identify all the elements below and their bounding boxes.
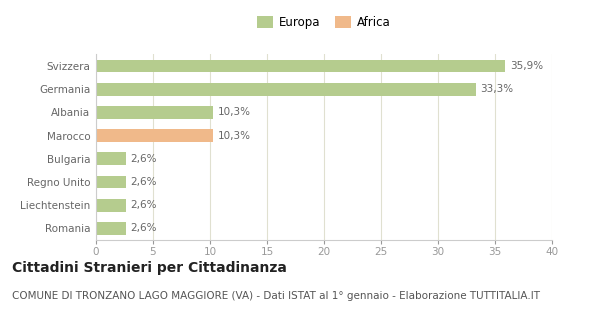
- Bar: [96, 176, 125, 188]
- Text: 2,6%: 2,6%: [130, 154, 157, 164]
- Legend: Europa, Africa: Europa, Africa: [252, 11, 396, 34]
- Text: 10,3%: 10,3%: [218, 131, 251, 140]
- Bar: [96, 60, 505, 72]
- Bar: [96, 199, 125, 212]
- Text: 35,9%: 35,9%: [510, 61, 543, 71]
- Text: 10,3%: 10,3%: [218, 108, 251, 117]
- Text: Cittadini Stranieri per Cittadinanza: Cittadini Stranieri per Cittadinanza: [12, 261, 287, 275]
- Text: 2,6%: 2,6%: [130, 200, 157, 210]
- Text: 2,6%: 2,6%: [130, 223, 157, 233]
- Bar: [96, 152, 125, 165]
- Text: COMUNE DI TRONZANO LAGO MAGGIORE (VA) - Dati ISTAT al 1° gennaio - Elaborazione : COMUNE DI TRONZANO LAGO MAGGIORE (VA) - …: [12, 291, 540, 301]
- Bar: [96, 83, 476, 96]
- Text: 33,3%: 33,3%: [480, 84, 514, 94]
- Text: 2,6%: 2,6%: [130, 177, 157, 187]
- Bar: [96, 222, 125, 235]
- Bar: [96, 106, 214, 119]
- Bar: [96, 129, 214, 142]
